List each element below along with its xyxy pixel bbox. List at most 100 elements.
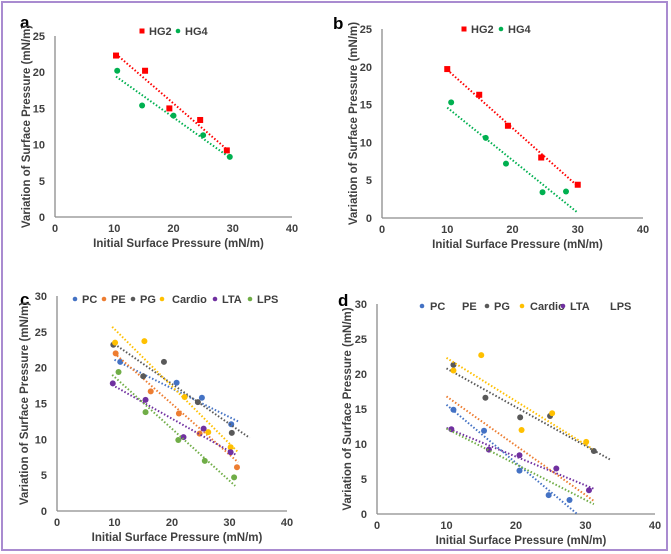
x-tick-label: 40 (281, 517, 293, 529)
data-point-LTA (142, 396, 149, 403)
y-tick-label: 10 (35, 434, 47, 446)
x-tick-label: 0 (52, 223, 58, 235)
data-point-HG2 (223, 147, 230, 154)
chart-panel-a: a 0 10 20 30 40 0 5 10 15 20 25 Initial Surface Pres… (20, 13, 298, 250)
data-point-PE (147, 388, 154, 395)
y-tick-label: 5 (361, 474, 367, 486)
data-point-HG2 (444, 66, 451, 73)
data-point-PC (566, 497, 573, 503)
trendline-PE (113, 352, 239, 464)
panel-label: c (20, 290, 29, 309)
data-point-PG (590, 448, 597, 454)
y-tick-label: 25 (33, 31, 45, 43)
y-tick-label: 25 (35, 327, 47, 339)
data-point-PC (198, 394, 205, 401)
data-point-PG (194, 399, 201, 406)
data-point-LPS (201, 457, 208, 464)
legend-marker-PC (72, 296, 78, 302)
data-point-HG2 (476, 91, 483, 98)
x-tick-label: 0 (374, 520, 380, 532)
x-tick-label: 20 (167, 223, 179, 235)
data-point-HG2 (504, 122, 511, 129)
y-tick-label: 0 (41, 506, 47, 518)
x-axis-title: Initial Surface Pressure (mN/m) (92, 532, 263, 544)
data-point-Cardio (141, 338, 148, 345)
x-tick-label: 30 (227, 223, 239, 235)
data-point-PC (117, 358, 124, 365)
data-point-PC (481, 427, 488, 434)
legend-marker-Cardio (519, 303, 525, 309)
data-point-HG4 (226, 153, 233, 160)
trendline-LTA (111, 383, 237, 456)
x-tick-label: 30 (572, 224, 584, 236)
legend-label-Cardio: Cardio (172, 294, 207, 306)
y-tick-label: 20 (355, 369, 367, 381)
data-point-HG2 (166, 105, 173, 112)
legend-label-HG4: HG4 (508, 24, 532, 36)
trendline-PE (445, 395, 596, 503)
data-point-Cardio (549, 410, 556, 417)
panel-label: a (20, 13, 30, 32)
x-tick-label: 0 (379, 224, 385, 236)
y-tick-label: 25 (360, 24, 372, 36)
y-tick-label: 15 (33, 103, 45, 115)
legend-marker-PG (484, 303, 490, 309)
legend-marker-HG2 (139, 28, 145, 34)
data-point-LTA (109, 380, 116, 387)
x-tick-label: 20 (510, 520, 522, 532)
y-tick-label: 30 (35, 291, 47, 303)
data-point-LPS (142, 409, 149, 416)
x-tick-label: 10 (441, 224, 453, 236)
legend-marker-HG4 (498, 26, 504, 32)
data-point-PC (450, 406, 457, 413)
legend-label-LPS: LPS (610, 301, 631, 313)
trendline-HG4 (446, 106, 579, 214)
legend-marker-PC (419, 303, 425, 309)
trendline-PC (445, 404, 578, 515)
y-tick-label: 20 (33, 67, 45, 79)
data-point-PC (545, 492, 552, 499)
legend-label-PG: PG (494, 301, 510, 313)
trendline-HG2 (446, 69, 579, 187)
data-point-LTA (585, 487, 592, 494)
data-point-LTA (553, 465, 560, 472)
data-point-LTA (516, 452, 523, 459)
legend-marker-LPS (247, 296, 253, 302)
data-point-LPS (231, 474, 238, 481)
data-point-Cardio (450, 367, 457, 374)
trendline-HG4 (115, 75, 231, 159)
trendline-Cardio (111, 326, 239, 453)
data-point-PG (482, 394, 489, 401)
data-point-Cardio (181, 394, 188, 401)
legend-label-LPS: LPS (257, 294, 278, 306)
legend-marker-LTA (212, 296, 218, 302)
x-tick-label: 0 (54, 517, 60, 529)
legend-label-Cardio: Cardio (530, 301, 565, 313)
data-point-HG2 (113, 52, 120, 59)
data-point-HG4 (170, 112, 177, 119)
series-PC (445, 404, 578, 515)
legend-label-PE: PE (462, 301, 477, 313)
data-point-HG2 (538, 154, 545, 161)
y-tick-label: 5 (41, 470, 47, 482)
legend-label-PC: PC (430, 301, 445, 313)
x-tick-label: 10 (108, 517, 120, 529)
data-point-PE (112, 350, 119, 357)
legend-label-HG2: HG2 (471, 24, 494, 36)
data-point-HG4 (114, 67, 121, 74)
panel-label: d (338, 291, 348, 310)
data-point-Cardio (112, 339, 119, 346)
trendline-Cardio (445, 357, 593, 450)
y-tick-label: 0 (361, 509, 367, 521)
y-tick-label: 0 (366, 213, 372, 225)
data-point-PG (160, 358, 167, 365)
data-point-Cardio (518, 427, 525, 433)
data-point-PG (228, 429, 235, 436)
y-axis-title: Variation of Surface Pressure (mN/m) (348, 22, 360, 225)
y-tick-label: 5 (39, 176, 45, 188)
chart-panel-d: d 0 10 20 30 40 0 5 10 15 20 25 30 Initial Surface Pr… (338, 291, 661, 547)
y-tick-label: 10 (360, 137, 372, 149)
data-point-PC (173, 379, 180, 386)
